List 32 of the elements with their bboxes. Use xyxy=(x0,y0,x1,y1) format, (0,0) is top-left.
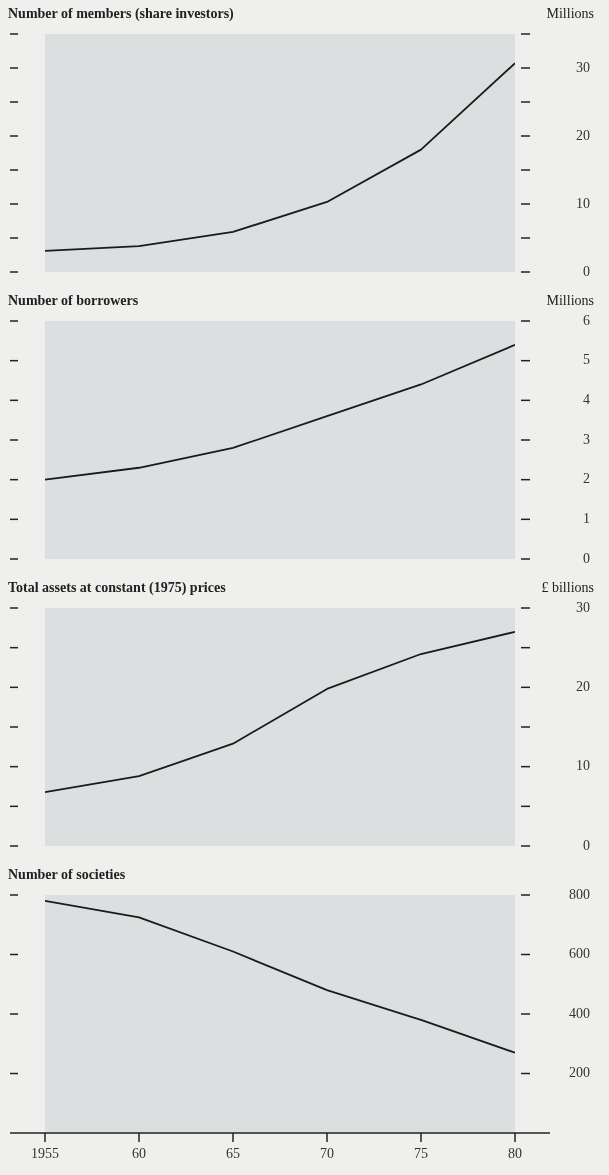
chart-title: Number of societies xyxy=(8,867,126,883)
y-tick-label: 30 xyxy=(576,59,590,75)
y-tick-label: 5 xyxy=(583,352,590,368)
x-tick-label: 75 xyxy=(414,1145,428,1161)
chart-title: Total assets at constant (1975) prices xyxy=(8,580,226,596)
y-tick-label: 0 xyxy=(583,837,590,853)
y-tick-label: 6 xyxy=(583,312,590,328)
y-tick-label: 400 xyxy=(569,1005,590,1021)
y-axis-title: Millions xyxy=(546,293,594,309)
y-tick-label: 20 xyxy=(576,127,590,143)
x-tick-label: 80 xyxy=(508,1145,522,1161)
y-tick-label: 10 xyxy=(576,195,590,211)
y-tick-label: 10 xyxy=(576,758,590,774)
y-tick-label: 2 xyxy=(583,471,590,487)
y-tick-label: 0 xyxy=(583,263,590,279)
x-tick-label: 65 xyxy=(226,1145,240,1161)
x-tick-label: 70 xyxy=(320,1145,334,1161)
chart-title: Number of borrowers xyxy=(8,293,139,309)
y-tick-label: 600 xyxy=(569,946,590,962)
x-tick-label: 60 xyxy=(132,1145,146,1161)
y-tick-label: 30 xyxy=(576,599,590,615)
y-axis-title: Millions xyxy=(546,6,594,22)
y-tick-label: 20 xyxy=(576,679,590,695)
y-tick-label: 3 xyxy=(583,431,590,447)
chart-title: Number of members (share investors) xyxy=(8,6,234,22)
y-tick-label: 4 xyxy=(583,392,590,408)
x-tick-label: 1955 xyxy=(31,1145,59,1161)
y-tick-label: 0 xyxy=(583,550,590,566)
y-tick-label: 800 xyxy=(569,886,590,902)
y-tick-label: 200 xyxy=(569,1065,590,1081)
y-axis-title: £ billions xyxy=(541,580,594,596)
y-tick-label: 1 xyxy=(583,511,590,527)
